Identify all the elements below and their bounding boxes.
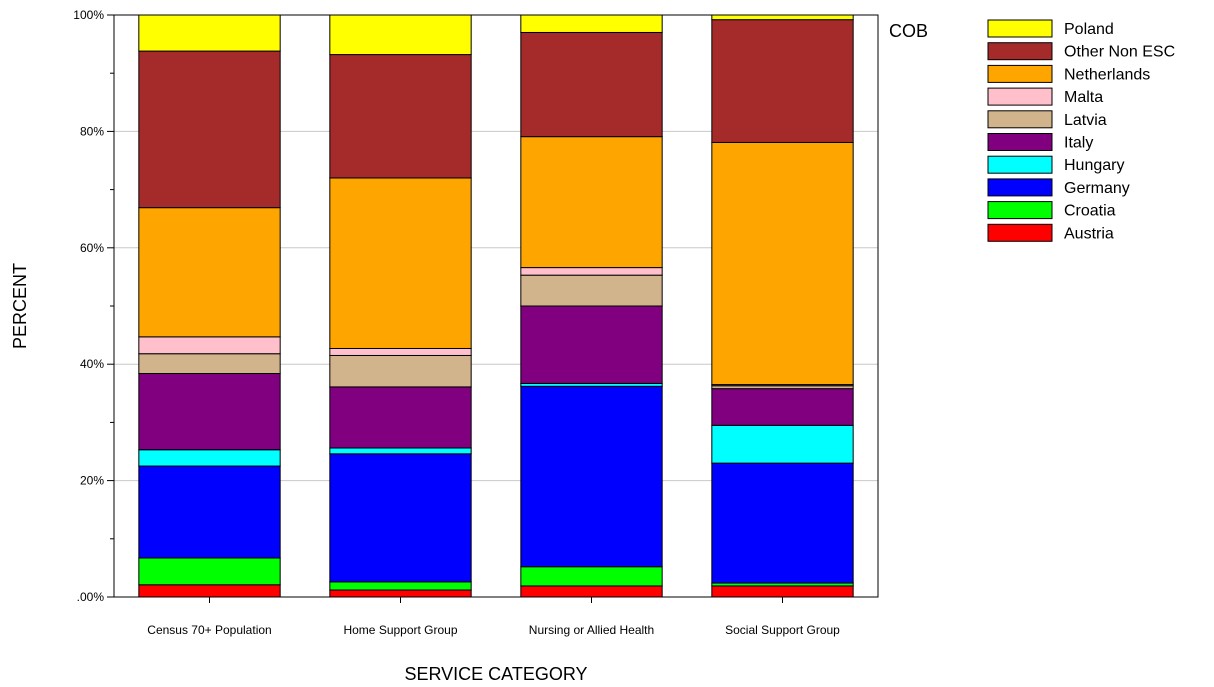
bar-segment-austria xyxy=(711,585,854,598)
bar-segment-hungary xyxy=(711,424,854,464)
bar-segment-austria xyxy=(329,589,472,598)
x-axis-label: SERVICE CATEGORY xyxy=(404,664,587,684)
bar-segment-croatia xyxy=(329,581,472,591)
x-tick-label: Home Support Group xyxy=(343,623,457,637)
legend-label: Austria xyxy=(1064,225,1114,242)
legend-swatch xyxy=(987,155,1053,174)
legend-swatch xyxy=(987,178,1053,197)
legend-label: Netherlands xyxy=(1064,66,1150,83)
bar-segment-croatia xyxy=(138,557,281,586)
bar-segment-netherlands xyxy=(520,136,663,269)
bar-segment-poland xyxy=(138,14,281,52)
bar-segment-poland xyxy=(329,14,472,56)
bar-segment-croatia xyxy=(520,566,663,587)
bar-segment-germany xyxy=(329,453,472,583)
bar-segment-germany xyxy=(138,465,281,559)
bar-segment-italy xyxy=(138,373,281,451)
y-tick-label: 80% xyxy=(80,124,104,138)
legend-label: Hungary xyxy=(1064,157,1124,174)
legend-swatch xyxy=(987,87,1053,106)
x-tick-label: Social Support Group xyxy=(725,623,840,637)
bar-segment-italy xyxy=(711,388,854,426)
y-axis: .00% 20% 40% 60% 80% 100% xyxy=(73,8,114,604)
bar-segment-austria xyxy=(520,585,663,598)
legend-label: Poland xyxy=(1064,21,1114,38)
bar-segment-latvia xyxy=(520,274,663,307)
bar-segment-malta xyxy=(138,336,281,355)
legend-label: Latvia xyxy=(1064,112,1107,129)
bar-segment-hungary xyxy=(329,447,472,455)
legend-swatch xyxy=(987,64,1053,83)
bar-segment-austria xyxy=(138,584,281,598)
legend: Poland Other Non ESC Netherlands Malta Latvi… xyxy=(987,19,1175,242)
legend-label: Malta xyxy=(1064,89,1103,106)
legend-swatch xyxy=(987,223,1053,242)
legend-label: Italy xyxy=(1064,135,1093,152)
legend-swatch xyxy=(987,110,1053,129)
bar-segment-germany xyxy=(711,462,854,584)
legend-swatch xyxy=(987,133,1053,151)
bar-segment-netherlands xyxy=(329,177,472,349)
bar-segment-italy xyxy=(329,386,472,449)
bar-segment-netherlands xyxy=(711,141,854,386)
legend-label: Croatia xyxy=(1064,203,1116,220)
x-tick-label: Nursing or Allied Health xyxy=(529,623,654,637)
y-tick-label: 40% xyxy=(80,357,104,371)
bar-segment-malta xyxy=(329,347,472,356)
bar-segment-netherlands xyxy=(138,207,281,338)
legend-swatch xyxy=(987,19,1053,38)
y-tick-label: 60% xyxy=(80,241,104,255)
bar-segment-germany xyxy=(520,385,663,568)
y-tick-label: 20% xyxy=(80,474,104,488)
x-axis: Census 70+ Population Home Support Group N… xyxy=(147,597,840,637)
bar-segment-latvia xyxy=(329,354,472,388)
bar-segment-hungary xyxy=(138,449,281,467)
bar-segment-other-non-esc xyxy=(329,54,472,179)
legend-swatch xyxy=(987,201,1053,220)
bar-segment-poland xyxy=(520,14,663,33)
bar-segment-malta xyxy=(520,267,663,276)
legend-swatch xyxy=(987,42,1053,61)
bar-segment-other-non-esc xyxy=(711,19,854,143)
bars-layer xyxy=(138,14,854,598)
bar-segment-poland xyxy=(711,14,854,21)
bar-segment-other-non-esc xyxy=(520,31,663,138)
y-tick-label: .00% xyxy=(77,590,105,604)
x-tick-label: Census 70+ Population xyxy=(147,623,271,637)
bar-segment-italy xyxy=(520,305,663,384)
y-axis-label: PERCENT xyxy=(10,263,30,349)
legend-label: Germany xyxy=(1064,180,1130,197)
bar-segment-latvia xyxy=(138,353,281,375)
legend-label: Other Non ESC xyxy=(1064,44,1175,61)
legend-title: COB xyxy=(889,21,928,41)
y-tick-label: 100% xyxy=(73,8,104,22)
bar-segment-other-non-esc xyxy=(138,50,281,209)
